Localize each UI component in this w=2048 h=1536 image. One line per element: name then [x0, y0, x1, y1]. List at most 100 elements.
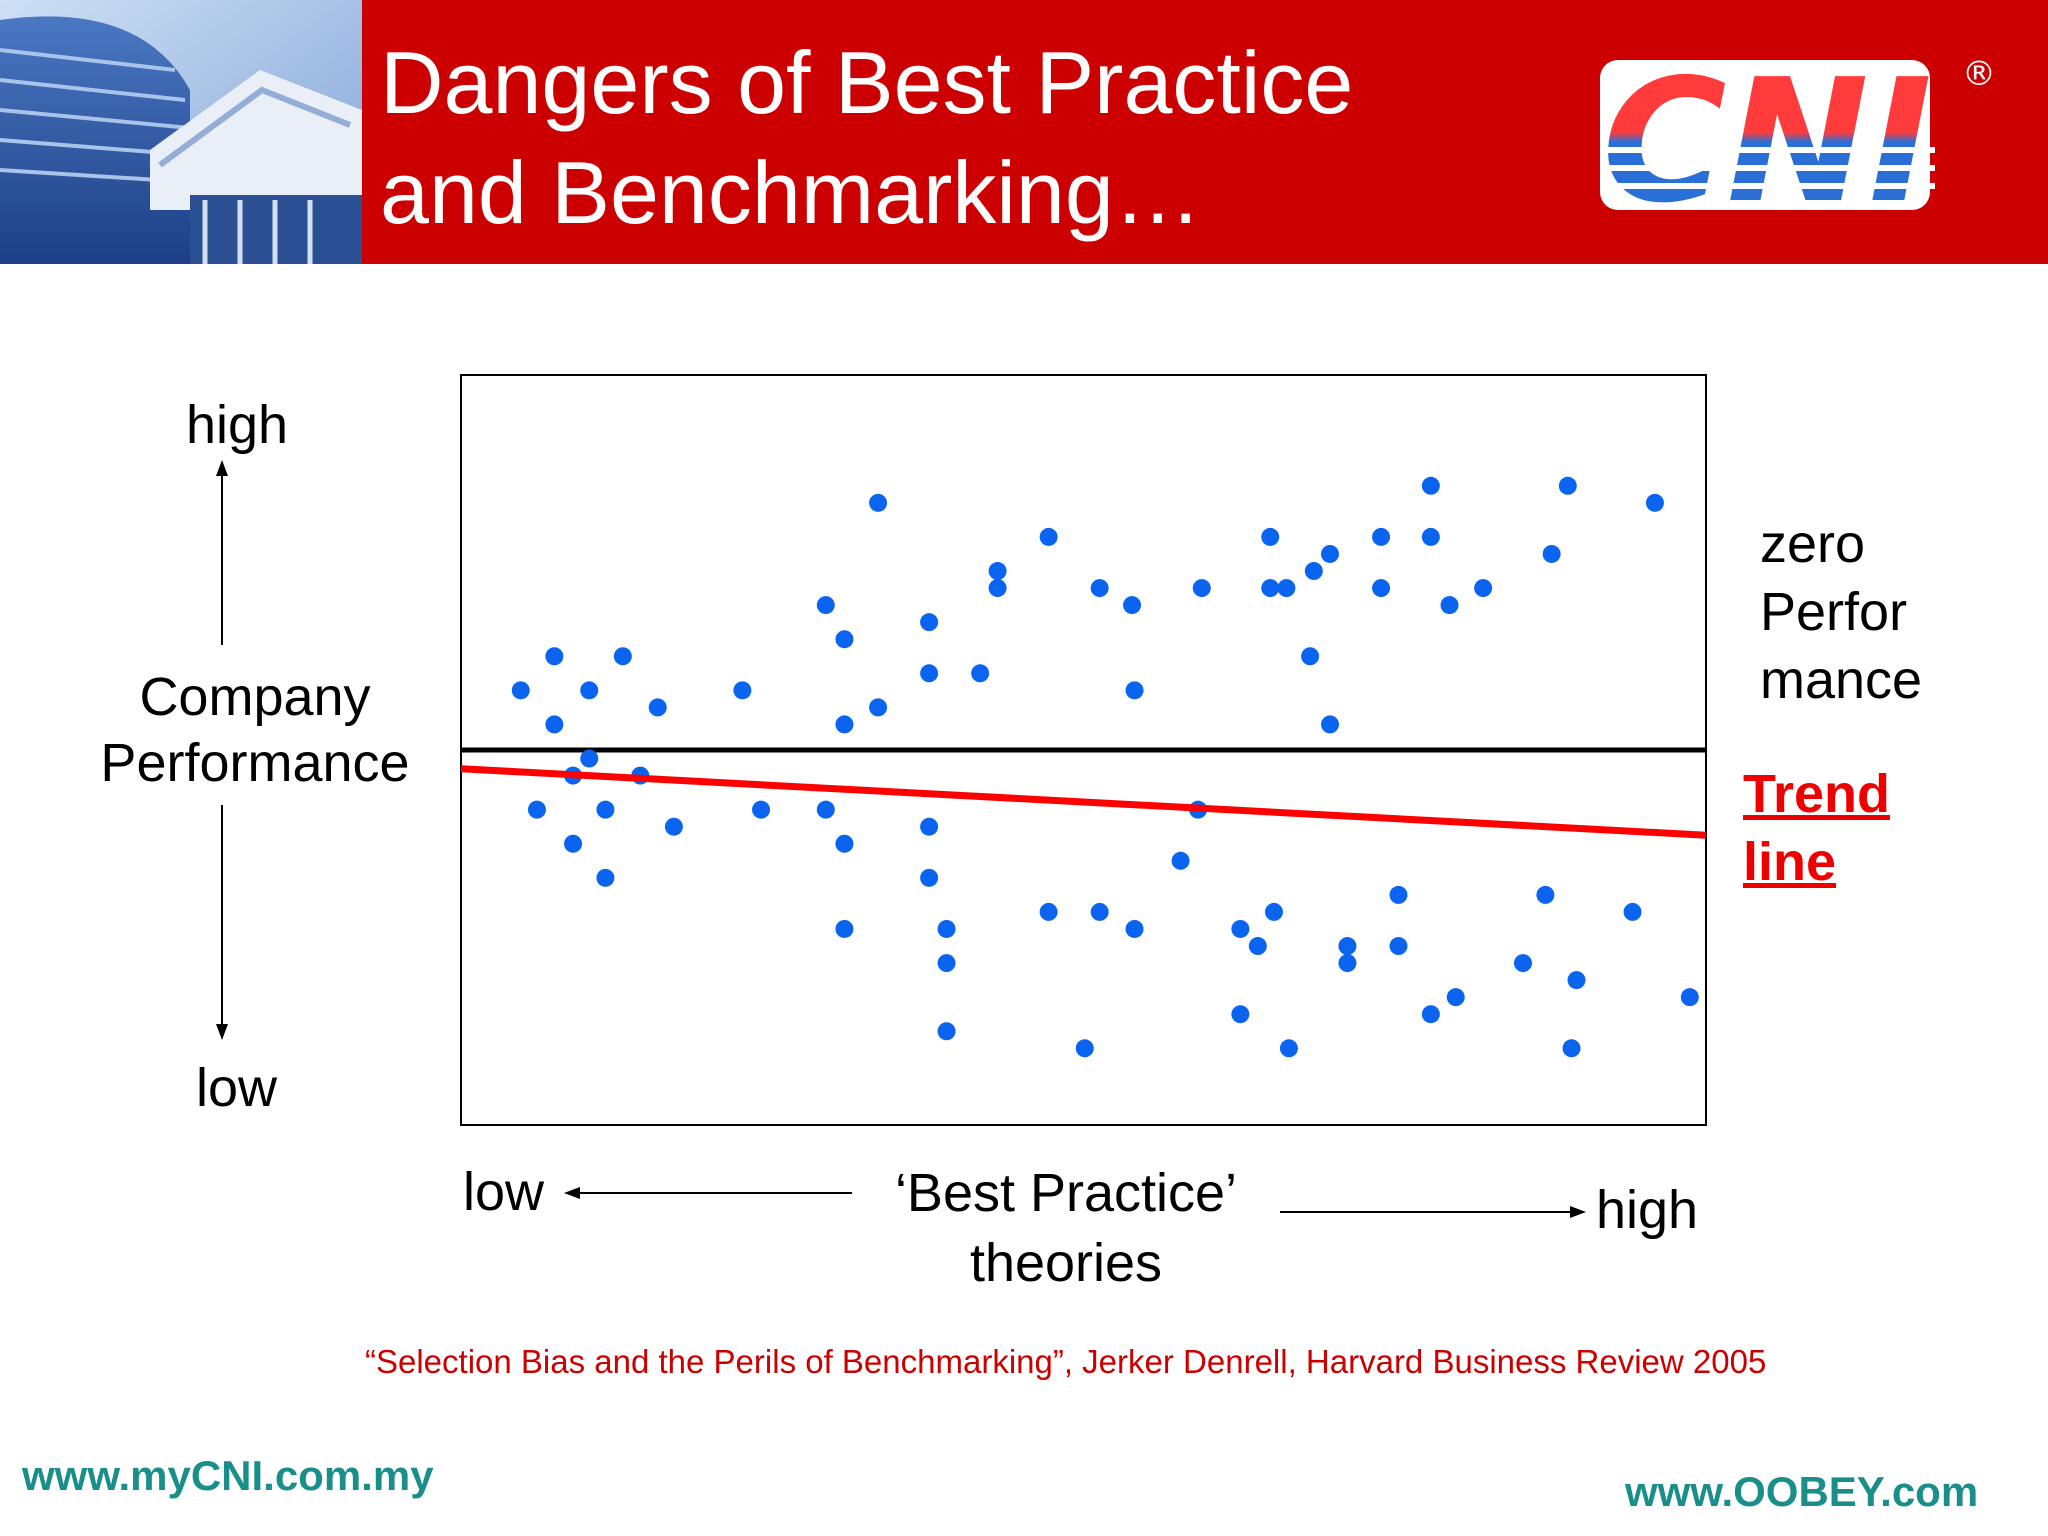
y-axis-arrowhead-up — [216, 460, 228, 476]
scatter-point — [869, 698, 888, 717]
scatter-point — [869, 493, 888, 512]
scatter-point — [1039, 527, 1058, 546]
scatter-point — [1279, 1039, 1298, 1058]
scatter-point — [1389, 885, 1408, 904]
scatter-point — [1277, 579, 1296, 598]
trend-label-line-1: Trend — [1743, 764, 1891, 824]
scatter-point — [1264, 902, 1283, 921]
scatter-point — [1171, 851, 1190, 870]
x-axis-title: ‘Best Practice’ theories — [866, 1158, 1266, 1298]
y-axis-title-line-1: Company — [139, 667, 371, 727]
trend-line — [460, 765, 1707, 839]
scatter-point — [613, 647, 632, 666]
scatter-point — [835, 715, 854, 734]
cni-logo: CNI ® — [1590, 40, 2020, 241]
scatter-point — [545, 647, 564, 666]
scatter-point — [920, 868, 939, 887]
page-title: Dangers of Best Practice and Benchmarkin… — [380, 28, 1353, 248]
scatter-point — [835, 919, 854, 938]
scatter-point — [1125, 919, 1144, 938]
scatter-point — [937, 1022, 956, 1041]
scatter-point — [971, 664, 990, 683]
title-line-1: Dangers of Best Practice — [380, 33, 1354, 132]
scatter-point — [1304, 562, 1323, 581]
header-banner: Dangers of Best Practice and Benchmarkin… — [0, 0, 2048, 264]
zero-label-line-1: zero — [1760, 514, 1866, 574]
scatter-point — [1261, 579, 1280, 598]
scatter-point — [1338, 937, 1357, 956]
scatter-point — [1192, 579, 1211, 598]
scatter-point — [835, 834, 854, 853]
scatter-point — [1562, 1039, 1581, 1058]
plot-layer — [460, 476, 1707, 1058]
scatter-point — [1446, 988, 1465, 1007]
scatter-point — [733, 681, 752, 700]
scatter-point — [1123, 596, 1142, 615]
scatter-point — [1039, 902, 1058, 921]
footer-url-right[interactable]: www.OOBEY.com — [1625, 1468, 1979, 1515]
scatter-point — [1090, 579, 1109, 598]
scatter-point — [1474, 579, 1493, 598]
scatter-point — [545, 715, 564, 734]
scatter-point — [1513, 954, 1532, 973]
scatter-point — [816, 800, 835, 819]
scatter-point — [1421, 527, 1440, 546]
x-axis-title-line-1: ‘Best Practice’ — [894, 1163, 1238, 1223]
scatter-point — [816, 596, 835, 615]
scatter-point — [1321, 544, 1340, 563]
scatter-point — [1645, 493, 1664, 512]
scatter-point — [580, 749, 599, 768]
y-axis-high-label: high — [186, 395, 289, 455]
scatter-point — [835, 630, 854, 649]
title-line-2: and Benchmarking… — [380, 143, 1202, 242]
scatter-point — [1680, 988, 1699, 1007]
scatter-point — [1125, 681, 1144, 700]
scatter-point — [988, 579, 1007, 598]
scatter-point — [527, 800, 546, 819]
scatter-point — [648, 698, 667, 717]
scatter-point — [1090, 902, 1109, 921]
scatter-point — [1231, 919, 1250, 938]
scatter-point — [1261, 527, 1280, 546]
registered-mark: ® — [1962, 54, 1996, 94]
zero-label-line-3: mance — [1760, 650, 1923, 710]
scatter-point — [1338, 954, 1357, 973]
y-axis-low-label: low — [196, 1058, 278, 1118]
zero-performance-label: zero Perfor mance — [1760, 510, 1922, 714]
scatter-point — [920, 664, 939, 683]
scatter-point — [1372, 579, 1391, 598]
footer-url-left[interactable]: www.myCNI.com.my — [22, 1452, 434, 1499]
scatter-point — [596, 800, 615, 819]
scatter-point — [1248, 937, 1267, 956]
x-axis-low-label: low — [463, 1162, 545, 1222]
scatter-point — [1567, 971, 1586, 990]
trend-line-label: Trend line — [1743, 760, 1890, 896]
scatter-point — [596, 868, 615, 887]
trend-label-line-2: line — [1743, 832, 1837, 892]
scatter-point — [511, 681, 530, 700]
scatter-point — [580, 681, 599, 700]
scatter-point — [1542, 544, 1561, 563]
scatter-point — [1321, 715, 1340, 734]
zero-label-line-2: Perfor — [1760, 582, 1908, 642]
scatter-point — [988, 562, 1007, 581]
scatter-point — [920, 817, 939, 836]
y-axis-arrowhead-down — [216, 1024, 228, 1040]
scatter-point — [920, 613, 939, 632]
logo-text: CNI — [1602, 43, 1932, 230]
scatter-point — [1623, 902, 1642, 921]
scatter-point — [1558, 476, 1577, 495]
x-axis-arrowhead-right — [1570, 1206, 1586, 1218]
scatter-point — [1421, 476, 1440, 495]
scatter-point — [1389, 937, 1408, 956]
scatter-point — [1231, 1005, 1250, 1024]
scatter-point — [937, 954, 956, 973]
scatter-point — [1075, 1039, 1094, 1058]
y-axis-title-line-2: Performance — [100, 733, 410, 793]
scatter-point — [937, 919, 956, 938]
scatter-point — [1440, 596, 1459, 615]
y-axis-title: Company Performance — [94, 664, 416, 796]
x-axis-arrowhead-left — [564, 1187, 580, 1199]
building-photo — [0, 0, 362, 264]
